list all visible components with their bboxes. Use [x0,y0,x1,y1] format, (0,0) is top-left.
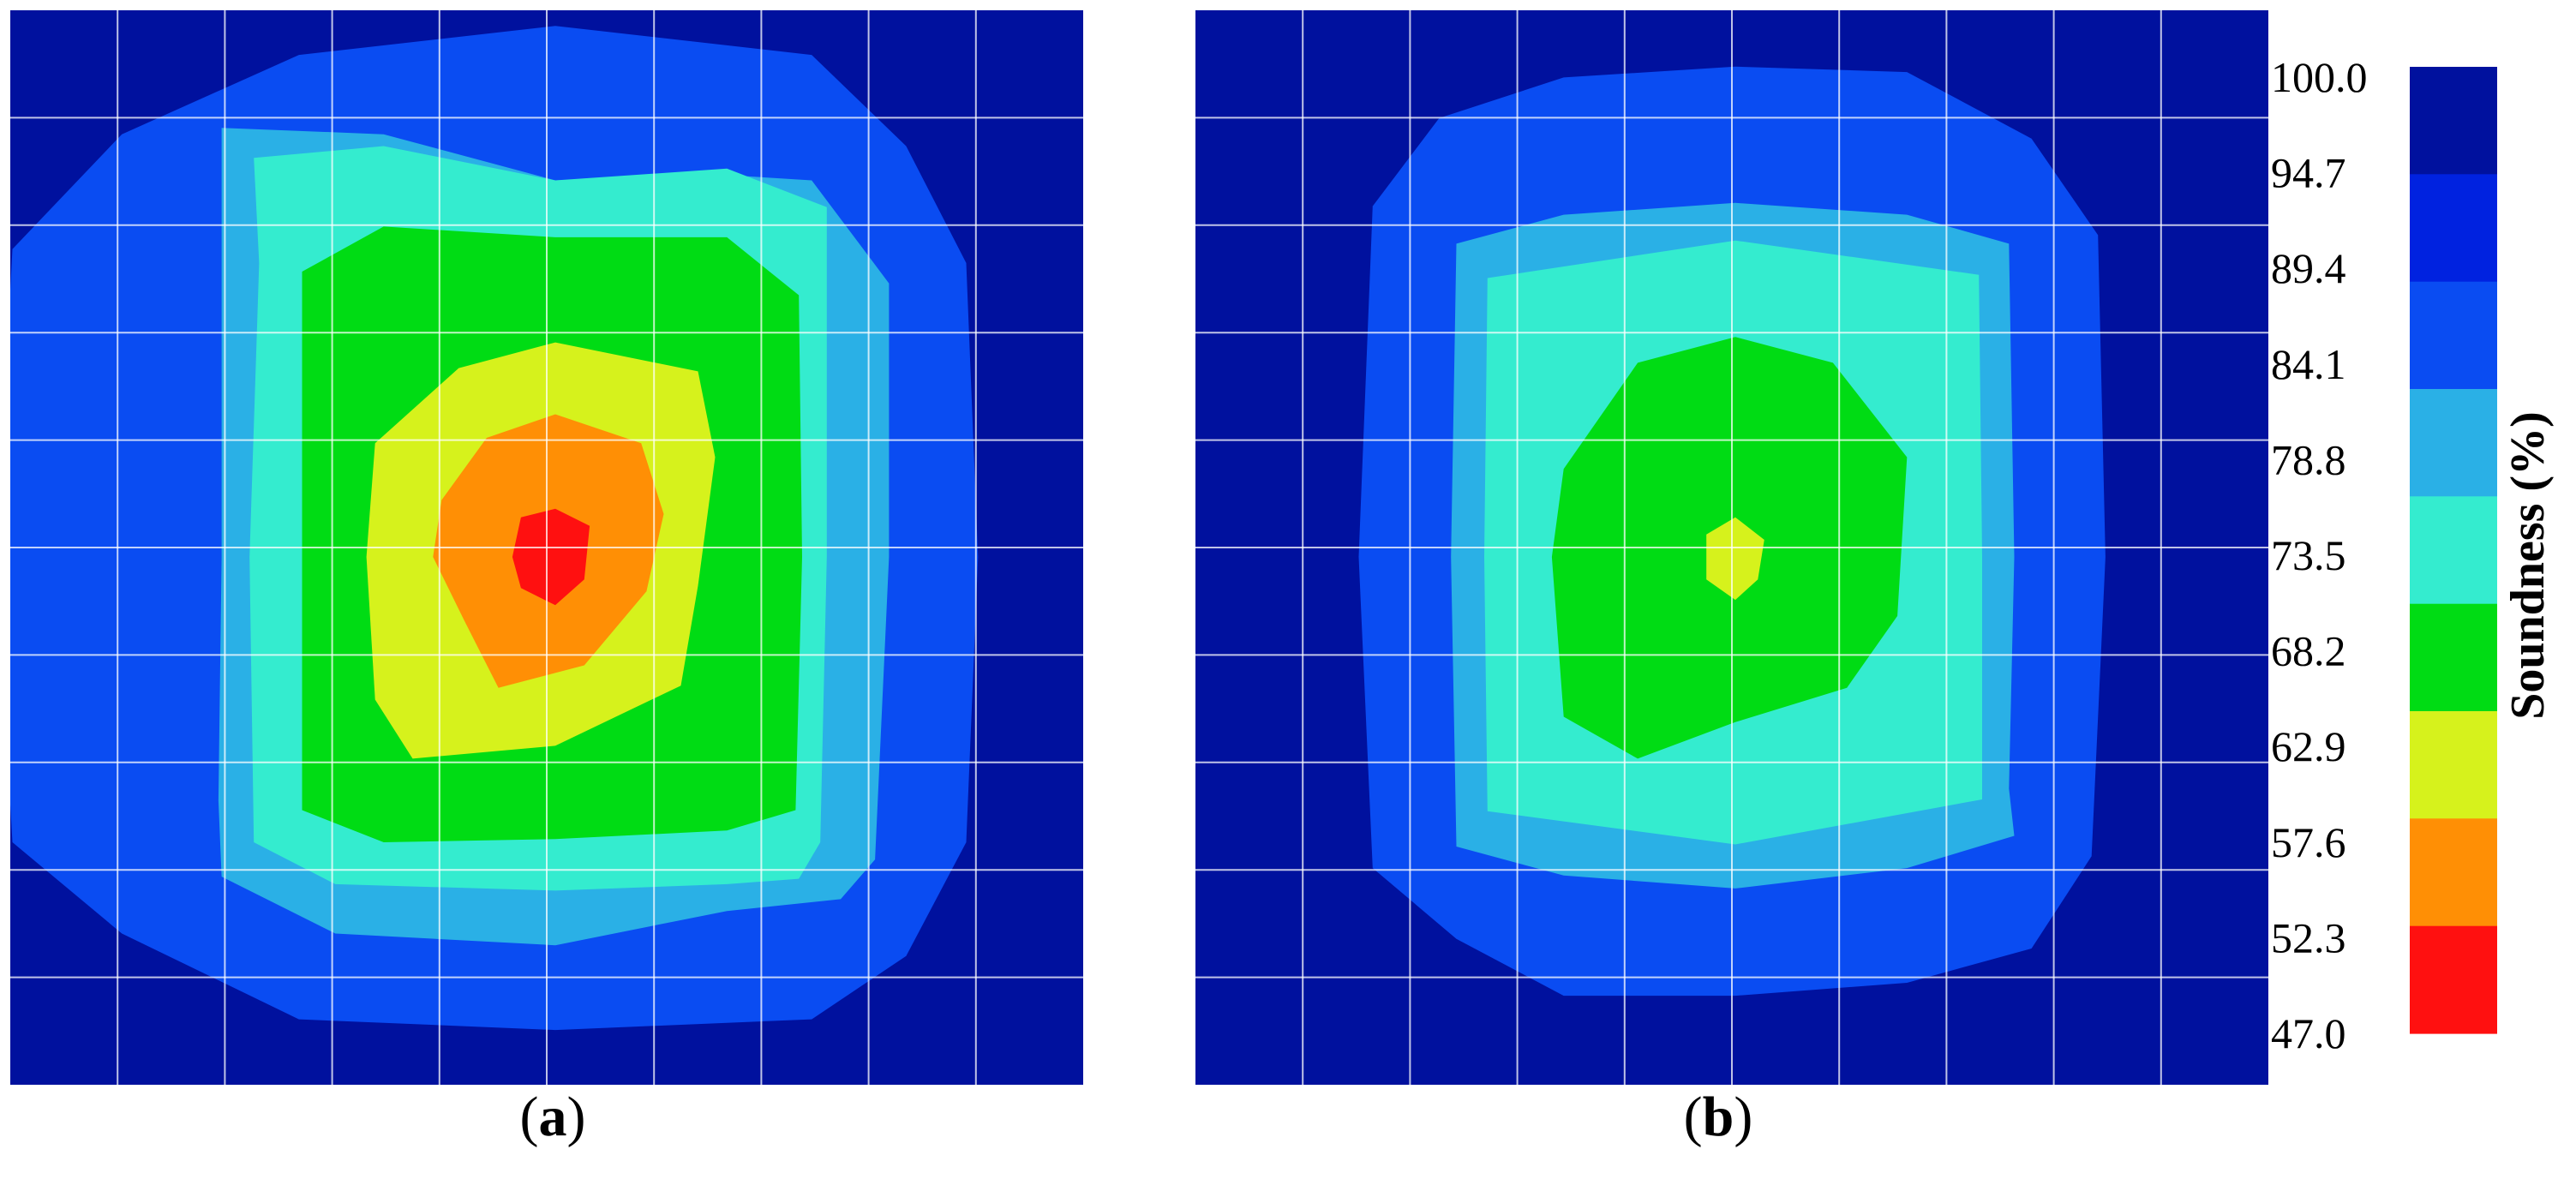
grid-lines [10,10,1083,1085]
panel-label-a: (a) [520,1086,586,1148]
colorbar-segment [2410,603,2497,712]
colorbar-tick-label: 62.9 [2271,722,2346,770]
colorbar-tick-label: 78.8 [2271,435,2346,483]
colorbar-segment [2410,67,2497,175]
colorbar-segment [2410,711,2497,819]
colorbar-tick-label: 100.0 [2271,53,2368,101]
colorbar-tick-label: 47.0 [2271,1009,2346,1057]
colorbar-segment [2410,389,2497,497]
colorbar-tick-label: 94.7 [2271,149,2346,197]
colorbar-tick-label: 84.1 [2271,340,2346,388]
colorbar-tick-label: 57.6 [2271,818,2346,866]
contour-region [512,508,590,606]
colorbar-tick-label: 89.4 [2271,244,2346,292]
panel-label-b: (b) [1684,1086,1753,1148]
colorbar-segment [2410,496,2497,605]
colorbar-tick-label: 68.2 [2271,627,2346,675]
colorbar-tick-label: 73.5 [2271,531,2346,579]
colorbar-segment [2410,174,2497,283]
colorbar-segment [2410,281,2497,390]
grid-lines [1195,10,2268,1085]
colorbar-tick-label: 52.3 [2271,913,2346,961]
soundness-colorbar: 100.0 94.7 89.4 84.1 78.8 73.5 68.2 62.9 57.6 52.… [2271,53,2497,1057]
contour-region [1706,517,1764,601]
heatmap-panel-a [10,10,1083,1085]
colorbar-segment [2410,925,2497,1034]
colorbar-title: Soundness (%) [2501,411,2555,719]
heatmap-panel-b [1195,10,2268,1085]
colorbar-segment [2410,818,2497,927]
